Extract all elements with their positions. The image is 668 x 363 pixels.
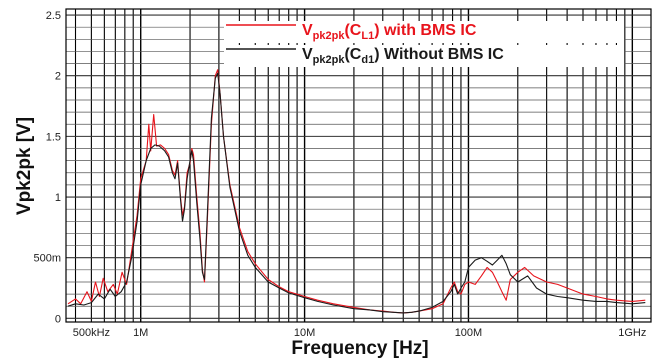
- y-tick-label: 500m: [33, 253, 61, 265]
- legend-label-2: Vpk2pk(Cd1) Without BMS IC: [302, 46, 504, 66]
- x-tick-label: 10M: [294, 327, 315, 339]
- x-tick-label: 1GHz: [618, 327, 646, 339]
- y-tick-label: 1.5: [46, 131, 61, 143]
- y-tick-label: 2: [55, 71, 61, 83]
- x-tick-labels: 500kHz 1M 10M 100M 1GHz: [73, 327, 647, 339]
- x-tick-label: 500kHz: [73, 327, 110, 339]
- grid-lines: [66, 9, 651, 322]
- series-line-2: [67, 72, 646, 314]
- legend-background: [224, 45, 624, 67]
- legend-label-1: Vpk2pk(CL1) with BMS IC: [302, 22, 477, 42]
- y-tick-labels: 0 500m 1 1.5 2 2.5: [33, 10, 61, 325]
- plot-frame: [65, 8, 652, 323]
- y-tick-label: 2.5: [46, 10, 61, 22]
- legend-background: [224, 21, 624, 43]
- y-tick-label: 1: [55, 192, 61, 204]
- y-axis-title: Vpk2pk [V]: [14, 117, 35, 215]
- legend: Vpk2pk(CL1) with BMS IC Vpk2pk(Cd1) Witho…: [224, 21, 624, 67]
- x-tick-label: 100M: [455, 327, 483, 339]
- series-layer: [67, 69, 646, 314]
- x-axis-title: Frequency [Hz]: [291, 338, 428, 359]
- x-tick-label: 1M: [133, 327, 148, 339]
- y-tick-label: 0: [55, 313, 61, 325]
